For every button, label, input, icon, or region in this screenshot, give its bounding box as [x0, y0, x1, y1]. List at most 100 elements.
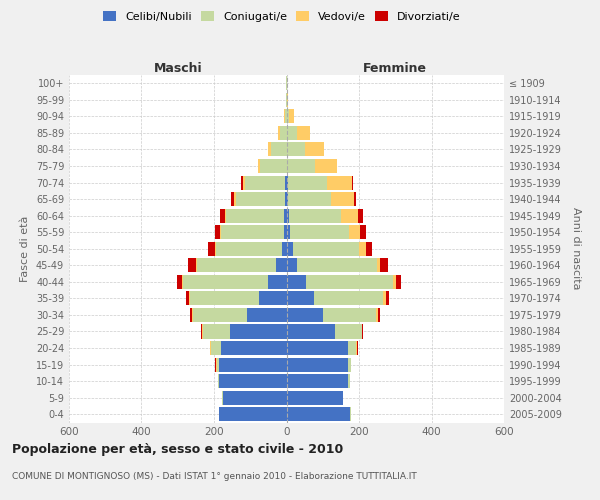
- Bar: [378, 308, 380, 322]
- Bar: [236, 192, 284, 206]
- Bar: [223, 390, 287, 404]
- Bar: [284, 192, 287, 206]
- Bar: [287, 242, 293, 256]
- Bar: [177, 275, 182, 289]
- Bar: [190, 292, 259, 306]
- Bar: [187, 292, 190, 306]
- Bar: [287, 341, 348, 355]
- Bar: [365, 242, 372, 256]
- Bar: [293, 242, 359, 256]
- Bar: [284, 176, 287, 190]
- Bar: [284, 208, 287, 222]
- Bar: [341, 208, 358, 222]
- Bar: [220, 407, 287, 422]
- Bar: [358, 208, 362, 222]
- Bar: [314, 292, 383, 306]
- Bar: [221, 225, 284, 239]
- Bar: [377, 258, 380, 272]
- Bar: [296, 126, 310, 140]
- Bar: [220, 208, 224, 222]
- Bar: [209, 341, 211, 355]
- Bar: [230, 324, 287, 338]
- Bar: [359, 242, 365, 256]
- Bar: [231, 192, 234, 206]
- Bar: [287, 208, 289, 222]
- Bar: [192, 308, 193, 322]
- Bar: [215, 242, 216, 256]
- Text: Popolazione per età, sesso e stato civile - 2010: Popolazione per età, sesso e stato civil…: [12, 442, 343, 456]
- Bar: [353, 192, 356, 206]
- Bar: [327, 176, 352, 190]
- Bar: [287, 275, 307, 289]
- Bar: [361, 225, 365, 239]
- Bar: [287, 292, 314, 306]
- Bar: [287, 308, 323, 322]
- Bar: [271, 142, 287, 156]
- Bar: [259, 292, 287, 306]
- Bar: [278, 126, 280, 140]
- Bar: [376, 308, 378, 322]
- Bar: [202, 324, 203, 338]
- Bar: [247, 308, 287, 322]
- Bar: [190, 308, 192, 322]
- Bar: [396, 275, 401, 289]
- Bar: [287, 110, 289, 124]
- Bar: [307, 275, 393, 289]
- Bar: [357, 341, 358, 355]
- Legend: Celibi/Nubili, Coniugati/e, Vedovi/e, Divorziati/e: Celibi/Nubili, Coniugati/e, Vedovi/e, Di…: [100, 8, 464, 25]
- Bar: [305, 142, 324, 156]
- Bar: [221, 341, 287, 355]
- Bar: [356, 341, 357, 355]
- Bar: [290, 225, 349, 239]
- Bar: [383, 292, 386, 306]
- Bar: [215, 225, 220, 239]
- Bar: [289, 192, 331, 206]
- Y-axis label: Fasce di età: Fasce di età: [20, 216, 30, 282]
- Bar: [211, 341, 221, 355]
- Bar: [234, 192, 236, 206]
- Bar: [287, 258, 296, 272]
- Bar: [348, 341, 356, 355]
- Bar: [296, 258, 377, 272]
- Text: Maschi: Maschi: [154, 62, 202, 75]
- Bar: [282, 242, 287, 256]
- Bar: [289, 208, 341, 222]
- Bar: [268, 142, 271, 156]
- Bar: [215, 358, 216, 372]
- Bar: [352, 176, 353, 190]
- Bar: [196, 258, 197, 272]
- Y-axis label: Anni di nascita: Anni di nascita: [571, 208, 581, 290]
- Bar: [197, 258, 277, 272]
- Bar: [218, 374, 220, 388]
- Bar: [268, 275, 287, 289]
- Bar: [220, 374, 287, 388]
- Text: Femmine: Femmine: [363, 62, 427, 75]
- Bar: [287, 374, 348, 388]
- Bar: [219, 407, 220, 422]
- Bar: [182, 275, 183, 289]
- Bar: [348, 374, 350, 388]
- Bar: [260, 159, 287, 173]
- Bar: [287, 358, 348, 372]
- Bar: [315, 159, 337, 173]
- Bar: [257, 159, 260, 173]
- Bar: [287, 126, 296, 140]
- Bar: [287, 176, 288, 190]
- Bar: [287, 192, 289, 206]
- Bar: [217, 358, 220, 372]
- Bar: [393, 275, 396, 289]
- Bar: [193, 308, 247, 322]
- Bar: [287, 407, 350, 422]
- Bar: [243, 176, 245, 190]
- Bar: [323, 308, 376, 322]
- Bar: [220, 358, 287, 372]
- Bar: [287, 93, 288, 107]
- Bar: [284, 110, 287, 124]
- Bar: [380, 258, 388, 272]
- Bar: [216, 242, 282, 256]
- Bar: [284, 225, 287, 239]
- Bar: [226, 208, 284, 222]
- Bar: [216, 358, 217, 372]
- Bar: [280, 126, 287, 140]
- Bar: [348, 358, 350, 372]
